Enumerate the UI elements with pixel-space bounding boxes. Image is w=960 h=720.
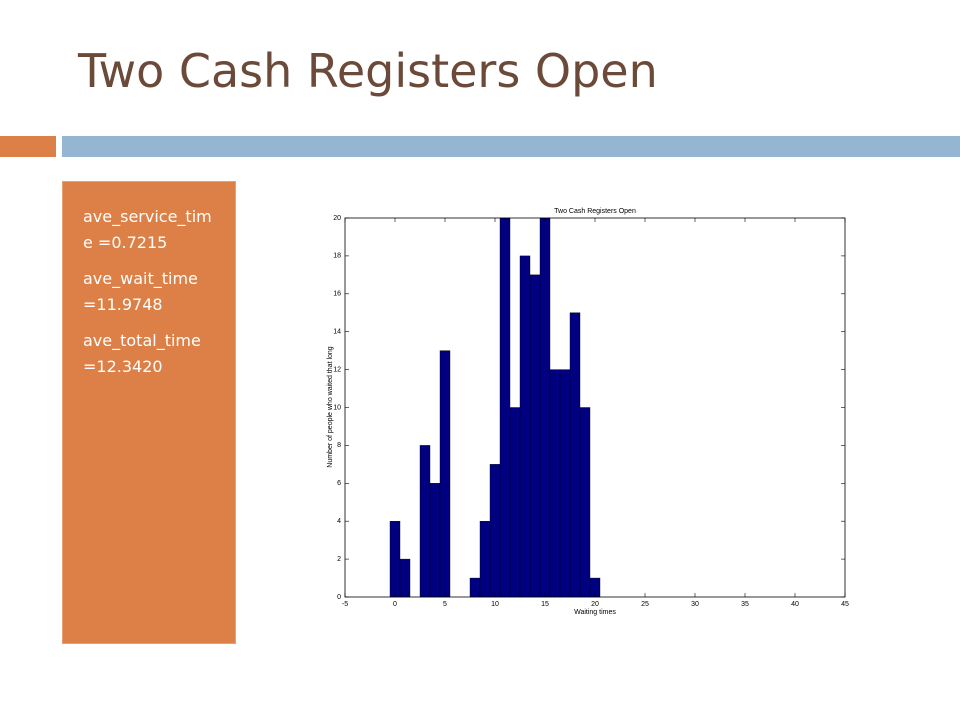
y-tick-label: 18 — [333, 253, 341, 260]
x-tick-label: -5 — [342, 601, 348, 608]
text-line: ave_total_time =12.3420 — [83, 331, 201, 376]
x-tick-label: 35 — [741, 601, 749, 608]
bar — [399, 558, 411, 598]
bar — [499, 217, 511, 598]
x-tick-label: 25 — [641, 601, 649, 608]
bar — [559, 369, 571, 598]
bar — [389, 521, 401, 598]
y-tick-label: 6 — [337, 480, 341, 487]
bar — [569, 312, 581, 598]
y-tick-label: 20 — [333, 215, 341, 222]
x-tick-label: 5 — [443, 601, 447, 608]
y-tick-label: 2 — [337, 556, 341, 563]
bar — [519, 255, 531, 598]
y-tick-label: 16 — [333, 291, 341, 298]
y-axis-label: Number of people who waited that long — [327, 346, 334, 468]
x-tick-label: 40 — [791, 601, 799, 608]
accent-bar — [62, 136, 960, 157]
x-tick-label: 15 — [541, 601, 549, 608]
x-tick-label: 30 — [691, 601, 699, 608]
x-axis-label: Waiting times — [574, 609, 616, 616]
bar — [439, 350, 451, 598]
text-line: ave_service_time =0.7215 — [83, 207, 212, 252]
text-box: ave_service_time =0.7215 ave_wait_time =… — [62, 181, 236, 644]
y-tick-label: 14 — [333, 329, 341, 336]
text-line: ave_wait_time =11.9748 — [83, 269, 198, 314]
y-tick-label: 0 — [337, 594, 341, 601]
bar — [529, 274, 541, 598]
y-tick-label: 10 — [333, 404, 341, 411]
slide-title: Two Cash Registers Open — [78, 44, 658, 98]
bar — [469, 577, 481, 598]
bar — [549, 369, 561, 598]
x-tick-label: 45 — [841, 601, 849, 608]
y-tick-label: 4 — [337, 518, 341, 525]
bar — [419, 445, 431, 598]
x-tick-label: 0 — [393, 601, 397, 608]
bar — [479, 521, 491, 598]
chart-title: Two Cash Registers Open — [554, 208, 636, 215]
x-tick-label: 20 — [591, 601, 599, 608]
y-tick-label: 12 — [333, 366, 341, 373]
accent-bar — [0, 136, 56, 157]
bar — [539, 217, 551, 598]
bar — [489, 464, 501, 598]
bar — [579, 407, 591, 598]
y-tick-label: 8 — [337, 442, 341, 449]
x-tick-label: 10 — [491, 601, 499, 608]
bar — [509, 407, 521, 598]
bar — [429, 483, 441, 598]
